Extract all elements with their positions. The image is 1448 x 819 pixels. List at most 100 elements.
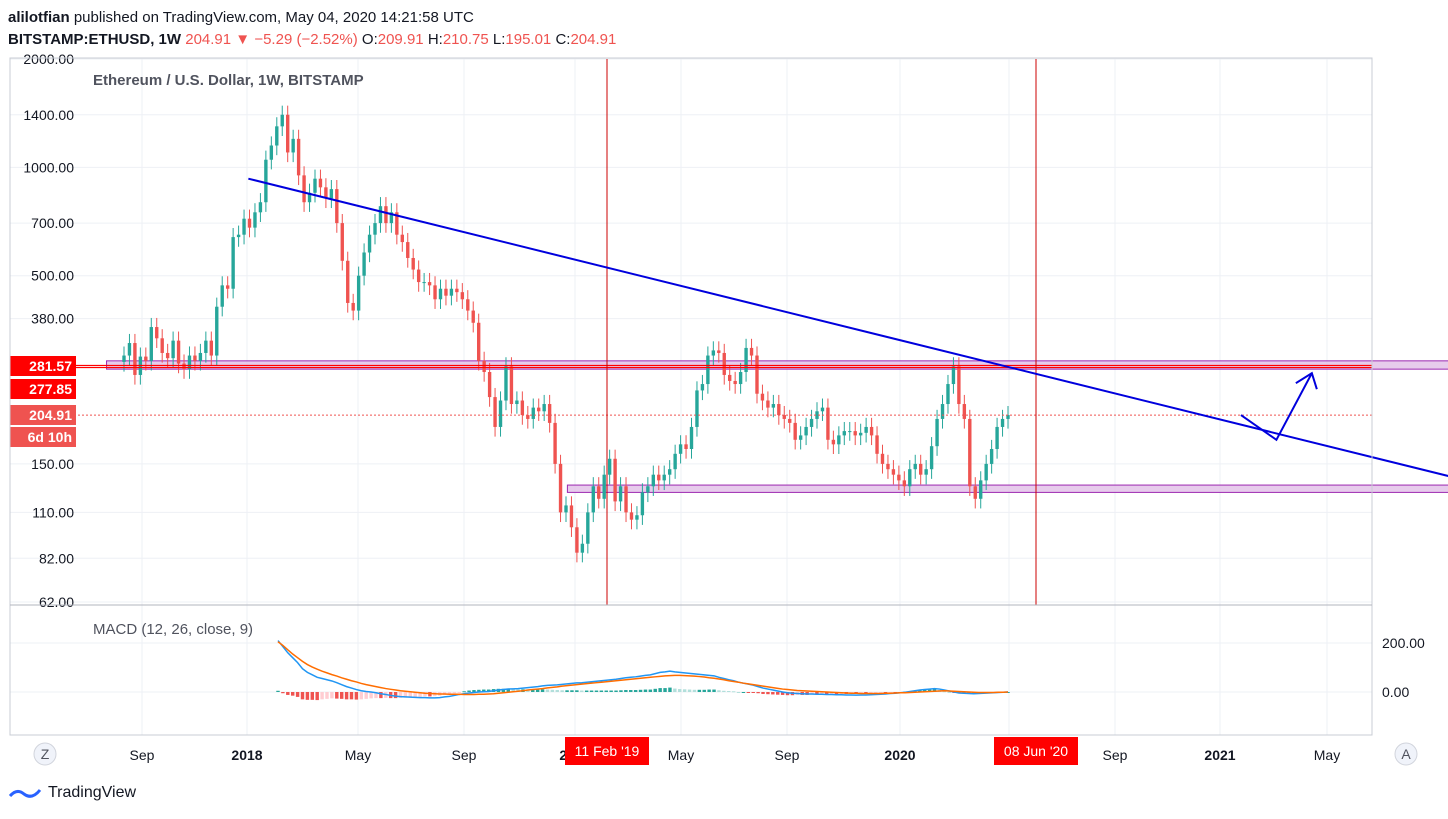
low-label: L: bbox=[492, 31, 506, 48]
candle-body bbox=[378, 206, 383, 224]
candle-body bbox=[144, 356, 148, 361]
macd-title: MACD (12, 26, close, 9) bbox=[93, 621, 253, 638]
macd-histogram-bar bbox=[820, 692, 824, 695]
candle-body bbox=[264, 159, 268, 203]
macd-histogram-bar bbox=[594, 690, 599, 692]
candle-body bbox=[198, 352, 203, 361]
candle-body bbox=[744, 347, 748, 373]
candle-body bbox=[793, 422, 797, 440]
macd-histogram-bar bbox=[619, 690, 623, 692]
macd-histogram-bar bbox=[482, 689, 486, 692]
x-tick-label: 2018 bbox=[231, 747, 262, 763]
candle-body bbox=[717, 350, 721, 353]
macd-histogram-bar bbox=[589, 690, 594, 692]
macd-histogram-bar bbox=[712, 689, 716, 692]
price-label: 277.85 bbox=[29, 381, 72, 397]
symbol[interactable]: BITSTAMP:ETHUSD, 1W bbox=[8, 31, 182, 48]
timezone-button[interactable] bbox=[33, 742, 57, 766]
date-label-bg bbox=[994, 737, 1078, 765]
x-tick-label: Sep bbox=[1103, 747, 1128, 763]
macd-histogram-bar bbox=[678, 689, 682, 692]
macd-histogram-bar bbox=[281, 692, 285, 694]
candle-body bbox=[367, 234, 372, 253]
macd-histogram-bar bbox=[565, 690, 569, 692]
candle-body bbox=[782, 415, 786, 419]
date-label-bg bbox=[565, 737, 649, 765]
candle-body bbox=[771, 404, 776, 408]
z-icon: Z bbox=[41, 746, 50, 762]
candle-body bbox=[968, 418, 972, 487]
candle-body bbox=[558, 463, 563, 513]
candle-body bbox=[476, 322, 481, 361]
macd-histogram-bar bbox=[947, 692, 951, 693]
macd-histogram-bar bbox=[447, 692, 452, 695]
macd-histogram-bar bbox=[942, 691, 947, 693]
price-label-bg bbox=[10, 379, 76, 399]
candle-body bbox=[204, 340, 208, 353]
macd-histogram-bar bbox=[467, 690, 471, 692]
macd-histogram-bar bbox=[295, 692, 300, 697]
macd-histogram-bar bbox=[457, 692, 461, 693]
macd-histogram-bar bbox=[359, 692, 364, 700]
y-tick-label: 1400.00 bbox=[23, 107, 74, 123]
publisher-name[interactable]: alilotfian bbox=[8, 9, 70, 26]
y-tick-label: 380.00 bbox=[31, 311, 74, 327]
candle-body bbox=[351, 302, 355, 311]
macd-histogram-bar bbox=[555, 690, 559, 692]
candle-body bbox=[362, 252, 366, 276]
candle-body bbox=[673, 453, 677, 470]
candle-body bbox=[564, 505, 568, 513]
candle-body bbox=[155, 327, 159, 339]
candle-body bbox=[706, 355, 710, 385]
candle-body bbox=[356, 275, 361, 311]
candle-body bbox=[728, 374, 732, 381]
candle-body bbox=[826, 407, 830, 440]
macd-histogram-bar bbox=[815, 692, 819, 695]
candle-body bbox=[875, 435, 879, 454]
auto-scale-button[interactable] bbox=[1394, 742, 1418, 766]
macd-histogram-bar bbox=[741, 692, 746, 693]
macd-histogram-bar bbox=[776, 692, 780, 695]
macd-histogram-bar bbox=[629, 690, 633, 692]
macd-histogram-bar bbox=[462, 691, 466, 693]
candle-body bbox=[940, 404, 945, 419]
macd-histogram-bar bbox=[570, 690, 574, 692]
price-label: 204.91 bbox=[29, 407, 72, 423]
candle-body bbox=[280, 114, 284, 127]
candle-body bbox=[149, 327, 153, 361]
candle-body bbox=[209, 340, 214, 356]
candle-body bbox=[651, 474, 656, 487]
macd-histogram-bar bbox=[531, 689, 535, 692]
macd-histogram-bar bbox=[349, 692, 354, 700]
price-change: −5.29 (−2.52%) bbox=[254, 31, 358, 48]
candle-body bbox=[580, 543, 585, 553]
footer[interactable]: TradingView bbox=[8, 784, 136, 802]
candle-body bbox=[187, 355, 192, 370]
candle-body bbox=[624, 486, 628, 513]
macd-histogram-bar bbox=[687, 689, 692, 692]
macd-histogram-bar bbox=[766, 692, 770, 695]
last-price: 204.91 bbox=[185, 31, 232, 48]
candle-body bbox=[891, 469, 896, 475]
candle-body bbox=[946, 384, 950, 405]
candle-body bbox=[182, 363, 186, 370]
price-label: 6d 10h bbox=[28, 429, 72, 445]
macd-histogram-bar bbox=[731, 691, 736, 693]
candle-body bbox=[837, 435, 841, 445]
candle-body bbox=[427, 282, 432, 286]
y-tick-label: 110.00 bbox=[32, 504, 74, 520]
candle-body bbox=[935, 418, 939, 447]
candle-body bbox=[225, 285, 230, 289]
macd-histogram-bar bbox=[751, 692, 755, 693]
candle-body bbox=[487, 372, 492, 398]
candle-body bbox=[171, 340, 175, 359]
candle-body bbox=[1000, 418, 1005, 427]
macd-histogram-bar bbox=[780, 692, 785, 695]
candle-body bbox=[302, 175, 306, 203]
macd-histogram-bar bbox=[310, 692, 315, 700]
x-tick-label: Sep bbox=[130, 747, 155, 763]
candle-body bbox=[924, 469, 928, 475]
candle-body bbox=[902, 480, 907, 487]
candle-body bbox=[438, 288, 443, 300]
